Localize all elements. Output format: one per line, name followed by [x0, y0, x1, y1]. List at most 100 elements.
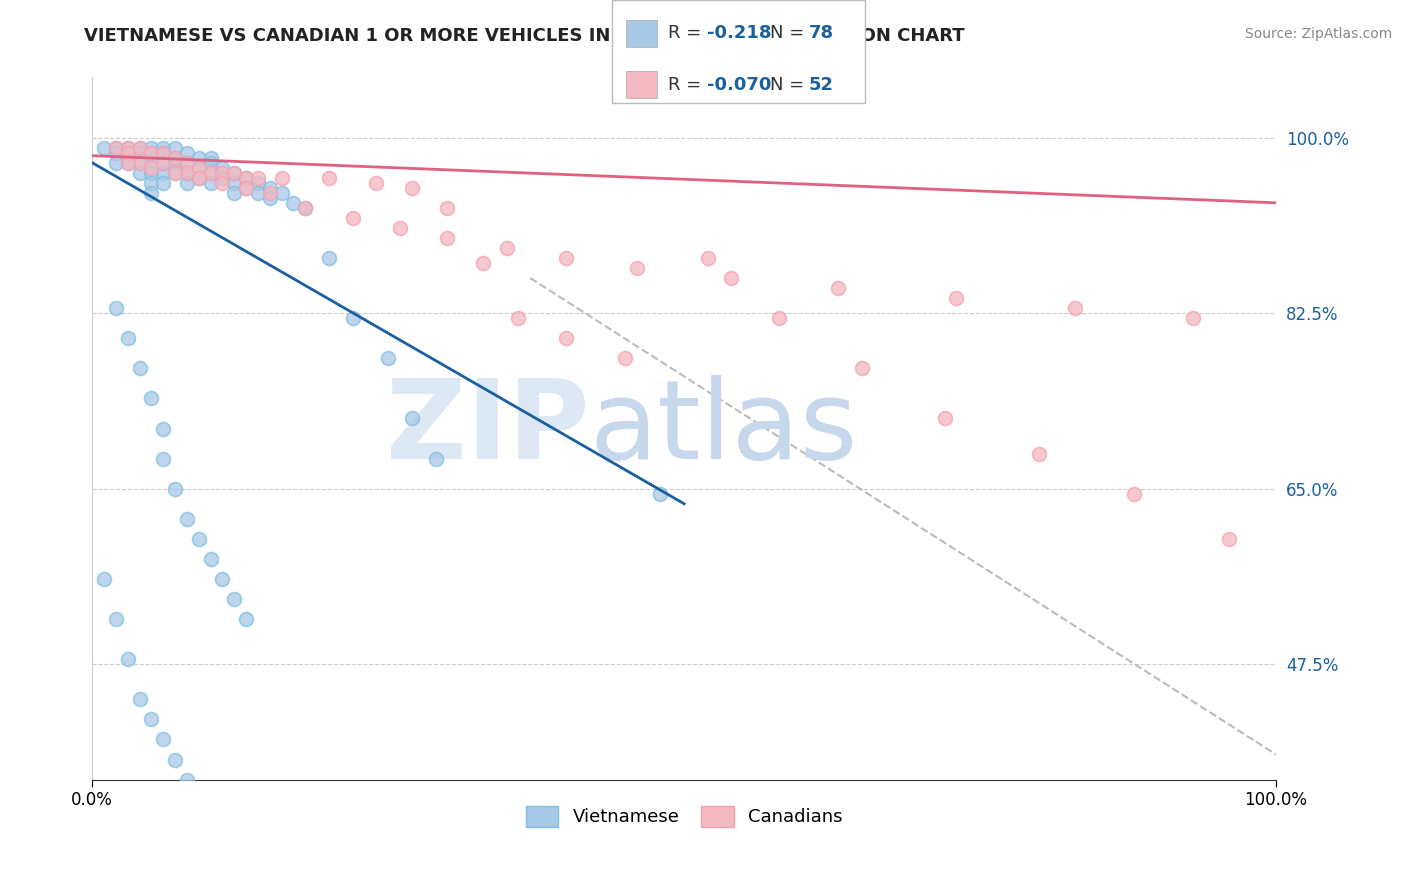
Point [401, 181, 423, 195]
Point [128, 155, 150, 169]
Text: R =: R = [668, 76, 707, 94]
Point [176, 512, 198, 526]
Point [934, 411, 956, 425]
Point [128, 145, 150, 160]
Text: atlas: atlas [589, 375, 858, 482]
Point [141, 176, 163, 190]
Point [104, 301, 127, 315]
Point [342, 211, 364, 225]
Point [696, 251, 718, 265]
Point [425, 451, 447, 466]
Point [1218, 532, 1240, 546]
Point [235, 181, 257, 195]
Point [128, 141, 150, 155]
Point [176, 166, 198, 180]
Point [104, 141, 127, 155]
Text: ZIP: ZIP [387, 375, 589, 482]
Point [165, 482, 187, 496]
Point [508, 311, 530, 326]
Point [117, 141, 139, 155]
Point [554, 331, 576, 345]
Point [224, 176, 246, 190]
Point [152, 176, 174, 190]
Point [141, 392, 163, 406]
Point [165, 151, 187, 165]
Text: Source: ZipAtlas.com: Source: ZipAtlas.com [1244, 27, 1392, 41]
Text: -0.218: -0.218 [707, 24, 772, 42]
Point [93, 572, 115, 586]
Point [720, 271, 742, 285]
Point [117, 145, 139, 160]
Point [1123, 487, 1146, 501]
Point [152, 732, 174, 747]
Point [117, 145, 139, 160]
Point [117, 331, 139, 345]
Point [128, 692, 150, 706]
Point [117, 141, 139, 155]
Point [554, 251, 576, 265]
Point [152, 145, 174, 160]
Point [294, 201, 316, 215]
Point [128, 141, 150, 155]
Text: -0.070: -0.070 [707, 76, 772, 94]
Point [141, 166, 163, 180]
Point [200, 166, 222, 180]
Point [165, 753, 187, 767]
Text: R =: R = [668, 24, 707, 42]
Point [200, 552, 222, 566]
Point [176, 145, 198, 160]
Point [318, 251, 340, 265]
Point [366, 176, 388, 190]
Point [1063, 301, 1085, 315]
Point [235, 612, 257, 626]
Point [187, 161, 209, 175]
Point [187, 161, 209, 175]
Text: 52: 52 [808, 76, 834, 94]
Point [827, 281, 849, 295]
Point [768, 311, 790, 326]
Point [141, 713, 163, 727]
Point [259, 191, 281, 205]
Point [401, 411, 423, 425]
Point [176, 155, 198, 169]
Point [165, 141, 187, 155]
Point [141, 145, 163, 160]
Point [224, 166, 246, 180]
Point [650, 487, 672, 501]
Point [104, 612, 127, 626]
Point [945, 291, 967, 305]
Point [176, 166, 198, 180]
Point [200, 176, 222, 190]
Point [495, 241, 517, 255]
Point [200, 166, 222, 180]
Point [152, 155, 174, 169]
Point [128, 155, 150, 169]
Point [117, 155, 139, 169]
Point [211, 170, 233, 185]
Point [141, 141, 163, 155]
Point [259, 181, 281, 195]
Point [165, 166, 187, 180]
Point [246, 170, 269, 185]
Point [1182, 311, 1205, 326]
Point [187, 151, 209, 165]
Point [211, 166, 233, 180]
Point [224, 166, 246, 180]
Point [235, 181, 257, 195]
Point [211, 176, 233, 190]
Point [152, 145, 174, 160]
Point [165, 151, 187, 165]
Point [152, 141, 174, 155]
Point [165, 155, 187, 169]
Point [851, 361, 873, 376]
Point [613, 351, 636, 366]
Text: N =: N = [770, 24, 810, 42]
Point [388, 220, 411, 235]
Point [318, 170, 340, 185]
Point [200, 155, 222, 169]
Point [187, 170, 209, 185]
Point [294, 201, 316, 215]
Point [176, 176, 198, 190]
Point [200, 151, 222, 165]
Point [104, 141, 127, 155]
